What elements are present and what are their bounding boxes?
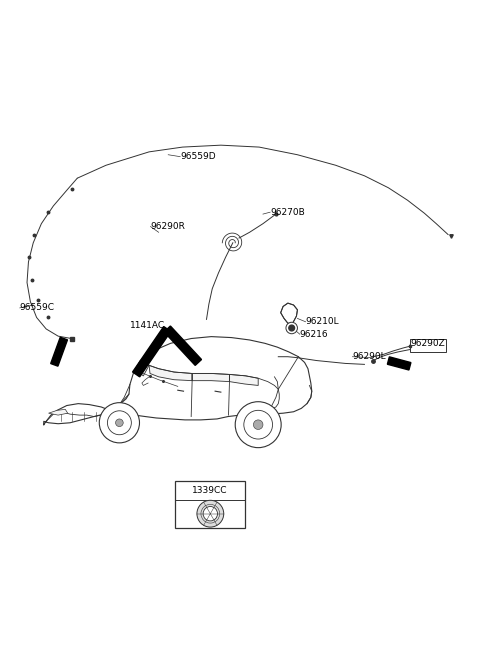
Text: 96290Z: 96290Z <box>410 338 445 348</box>
Polygon shape <box>48 409 68 415</box>
Circle shape <box>253 420 263 430</box>
Polygon shape <box>229 375 258 386</box>
Polygon shape <box>149 365 192 380</box>
Text: 1339CC: 1339CC <box>192 486 228 495</box>
Circle shape <box>244 410 273 439</box>
Text: 96290R: 96290R <box>151 222 185 231</box>
Text: 96270B: 96270B <box>270 208 305 216</box>
Polygon shape <box>192 373 229 382</box>
Text: 96216: 96216 <box>300 330 328 338</box>
Circle shape <box>203 506 217 521</box>
Circle shape <box>286 322 298 334</box>
Text: 96559C: 96559C <box>20 303 55 312</box>
Circle shape <box>99 403 140 443</box>
FancyArrow shape <box>51 337 68 366</box>
FancyArrow shape <box>387 357 411 370</box>
Bar <box>410 338 446 352</box>
FancyArrow shape <box>164 326 202 365</box>
Circle shape <box>235 401 281 447</box>
Text: 96559D: 96559D <box>180 152 216 161</box>
Bar <box>175 481 245 528</box>
Text: 96290L: 96290L <box>352 352 386 361</box>
FancyArrow shape <box>132 327 171 377</box>
Text: 1141AC: 1141AC <box>130 321 165 330</box>
Polygon shape <box>134 361 149 376</box>
Polygon shape <box>281 303 298 323</box>
Circle shape <box>197 501 224 527</box>
Circle shape <box>116 419 123 426</box>
Circle shape <box>108 411 132 435</box>
Text: 96210L: 96210L <box>306 318 339 326</box>
Circle shape <box>289 325 295 331</box>
